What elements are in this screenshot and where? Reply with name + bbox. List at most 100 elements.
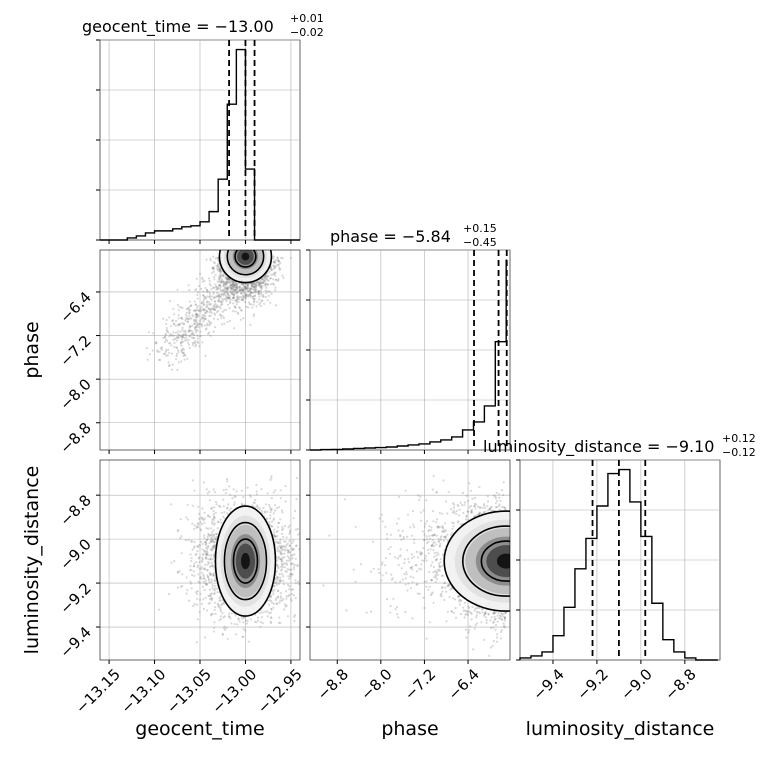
scatter-point — [250, 287, 253, 290]
scatter-point — [213, 579, 216, 583]
scatter-point — [222, 616, 225, 619]
scatter-point — [280, 558, 283, 561]
scatter-point — [226, 288, 229, 291]
scatter-point — [255, 483, 258, 486]
scatter-point — [202, 607, 205, 611]
scatter-point — [493, 618, 496, 621]
scatter-point — [269, 277, 272, 280]
scatter-point — [292, 547, 295, 551]
scatter-point — [244, 300, 247, 304]
scatter-point — [173, 560, 176, 563]
scatter-point — [280, 256, 283, 259]
scatter-point — [204, 636, 207, 639]
scatter-point — [207, 290, 210, 293]
scatter-point — [316, 576, 318, 578]
scatter-point — [204, 311, 207, 314]
scatter-point — [181, 338, 184, 341]
scatter-point — [213, 608, 216, 611]
scatter-point — [265, 517, 268, 520]
scatter-point — [303, 536, 305, 538]
scatter-point — [444, 535, 448, 538]
scatter-point — [245, 293, 249, 296]
scatter-point — [252, 303, 255, 306]
scatter-point — [202, 575, 205, 578]
scatter-point — [269, 514, 272, 517]
scatter-point — [280, 549, 283, 552]
scatter-point — [218, 277, 222, 280]
scatter-point — [196, 323, 199, 326]
scatter-point — [481, 611, 484, 614]
scatter-point — [220, 278, 223, 281]
scatter-point — [213, 540, 216, 543]
scatter-point — [276, 559, 279, 562]
scatter-point — [245, 295, 248, 298]
scatter-point — [206, 563, 209, 566]
scatter-point — [252, 315, 255, 318]
scatter-point — [259, 283, 262, 286]
scatter-point — [219, 287, 222, 290]
scatter-point — [176, 368, 179, 371]
scatter-point — [199, 319, 202, 323]
scatter-point — [234, 292, 237, 295]
scatter-point — [222, 515, 225, 518]
scatter-point — [233, 296, 236, 299]
scatter-point — [146, 358, 149, 361]
scatter-point — [212, 305, 215, 308]
scatter-point — [223, 510, 226, 514]
scatter-point — [221, 602, 224, 605]
scatter-point — [273, 588, 276, 591]
scatter-point — [283, 608, 286, 611]
scatter-point — [183, 336, 186, 339]
scatter-point — [409, 566, 413, 570]
scatter-point — [230, 288, 233, 291]
scatter-point — [191, 548, 194, 551]
scatter-point — [272, 491, 275, 494]
scatter-point — [242, 295, 245, 299]
panel-geocent-time-vs-phase — [96, 249, 301, 454]
scatter-point — [216, 256, 219, 259]
scatter-point — [259, 301, 262, 304]
scatter-point — [431, 561, 434, 564]
scatter-point — [188, 346, 191, 350]
scatter-point — [196, 313, 199, 316]
scatter-point — [212, 270, 215, 273]
scatter-point — [257, 616, 260, 619]
scatter-point — [489, 506, 492, 509]
scatter-point — [203, 549, 206, 552]
scatter-point — [266, 275, 269, 278]
scatter-point — [218, 619, 221, 622]
scatter-point — [202, 316, 205, 319]
scatter-point — [169, 325, 173, 328]
scatter-point — [245, 305, 248, 308]
scatter-point — [272, 255, 275, 258]
scatter-point — [201, 518, 204, 521]
scatter-point — [180, 306, 183, 309]
scatter-point — [220, 511, 223, 514]
scatter-point — [220, 293, 224, 296]
scatter-point — [307, 543, 309, 545]
scatter-point — [458, 508, 461, 511]
scatter-point — [208, 295, 211, 298]
scatter-point — [406, 549, 409, 552]
scatter-point — [263, 510, 266, 513]
scatter-point — [249, 291, 252, 294]
scatter-point — [205, 553, 208, 557]
scatter-point — [276, 564, 279, 567]
scatter-point — [246, 289, 249, 292]
scatter-point — [434, 558, 438, 562]
scatter-point — [319, 584, 321, 586]
scatter-point — [237, 300, 240, 303]
scatter-point — [177, 333, 180, 336]
scatter-point — [195, 328, 198, 332]
scatter-point — [208, 490, 211, 493]
scatter-point — [189, 325, 192, 328]
scatter-point — [301, 567, 303, 569]
scatter-point — [198, 335, 201, 338]
scatter-point — [259, 281, 262, 284]
scatter-point — [252, 501, 255, 504]
scatter-point — [240, 309, 243, 312]
scatter-point — [207, 560, 210, 564]
scatter-point — [288, 524, 291, 527]
scatter-point — [213, 313, 217, 316]
scatter-point — [277, 595, 280, 598]
